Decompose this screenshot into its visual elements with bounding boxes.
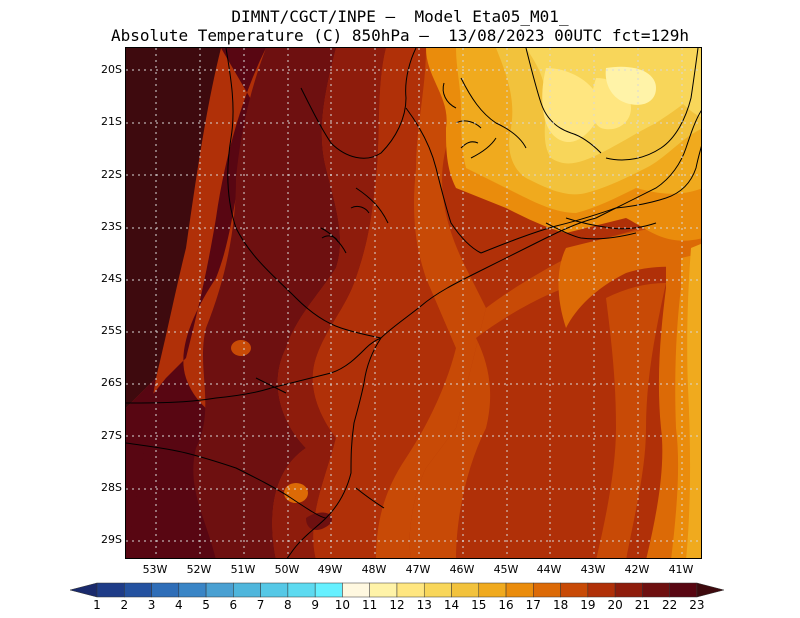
lat-label: 23S bbox=[101, 220, 122, 233]
colorbar-label: 18 bbox=[552, 598, 569, 612]
colorbar bbox=[70, 582, 725, 598]
colorbar-swatch bbox=[314, 582, 343, 598]
colorbar-swatch bbox=[342, 582, 370, 598]
colorbar-swatch bbox=[451, 582, 480, 598]
map-title-line1: DIMNT/CGCT/INPE – Model Eta05_M01_ bbox=[231, 7, 569, 26]
lon-label: 50W bbox=[274, 563, 300, 576]
lon-label: 46W bbox=[449, 563, 475, 576]
lon-label: 47W bbox=[405, 563, 431, 576]
colorbar-label: 7 bbox=[256, 598, 265, 612]
temperature-map bbox=[125, 47, 702, 559]
lat-label: 28S bbox=[101, 481, 122, 494]
colorbar-label: 16 bbox=[498, 598, 514, 612]
colorbar-swatch bbox=[505, 582, 534, 598]
lon-label: 52W bbox=[186, 563, 212, 576]
colorbar-swatch bbox=[151, 582, 180, 598]
colorbar-label: 12 bbox=[389, 598, 405, 612]
lat-label: 20S bbox=[101, 63, 122, 76]
lat-label: 27S bbox=[101, 429, 122, 442]
colorbar-label: 15 bbox=[471, 598, 487, 612]
colorbar-label: 17 bbox=[525, 598, 541, 612]
colorbar-label: 22 bbox=[662, 598, 678, 612]
colorbar-swatch bbox=[96, 582, 125, 598]
lon-label: 41W bbox=[668, 563, 694, 576]
colorbar-swatch bbox=[260, 582, 289, 598]
lon-label: 42W bbox=[624, 563, 650, 576]
lon-label: 48W bbox=[361, 563, 387, 576]
colorbar-label: 23 bbox=[689, 598, 705, 612]
lat-label: 21S bbox=[101, 115, 122, 128]
colorbar-label: 3 bbox=[147, 598, 156, 612]
colorbar-label: 20 bbox=[607, 598, 623, 612]
lon-label: 51W bbox=[230, 563, 256, 576]
colorbar-label: 6 bbox=[229, 598, 238, 612]
temperature-field bbox=[126, 48, 701, 558]
colorbar-swatch bbox=[560, 582, 589, 598]
lat-label: 22S bbox=[101, 168, 122, 181]
colorbar-swatch bbox=[642, 582, 670, 598]
colorbar-label: 1 bbox=[93, 598, 101, 612]
colorbar-swatch bbox=[178, 582, 207, 598]
colorbar-swatch bbox=[533, 582, 561, 598]
colorbar-label: 9 bbox=[311, 598, 319, 612]
colorbar-swatch bbox=[423, 582, 452, 598]
map-title-line2: Absolute Temperature (C) 850hPa – 13/08/… bbox=[111, 26, 689, 45]
colorbar-label: 10 bbox=[334, 598, 351, 612]
colorbar-swatch bbox=[587, 582, 616, 598]
lat-label: 25S bbox=[101, 324, 122, 337]
lon-label: 43W bbox=[580, 563, 606, 576]
colorbar-label: 21 bbox=[634, 598, 651, 612]
lon-label: 44W bbox=[536, 563, 562, 576]
colorbar-label: 11 bbox=[362, 598, 378, 612]
colorbar-label: 19 bbox=[580, 598, 596, 612]
lat-label: 24S bbox=[101, 272, 122, 285]
colorbar-label: 4 bbox=[174, 598, 183, 612]
colorbar-label: 13 bbox=[416, 598, 432, 612]
lat-label: 26S bbox=[101, 376, 122, 389]
colorbar-arrow-left bbox=[70, 582, 98, 598]
colorbar-arrow-right bbox=[696, 582, 725, 598]
colorbar-label: 8 bbox=[284, 598, 292, 612]
colorbar-label: 2 bbox=[120, 598, 129, 612]
colorbar-swatch bbox=[124, 582, 152, 598]
colorbar-swatch bbox=[205, 582, 234, 598]
lat-label: 29S bbox=[101, 533, 122, 546]
lon-label: 45W bbox=[493, 563, 519, 576]
colorbar-swatch bbox=[478, 582, 507, 598]
colorbar-label: 5 bbox=[202, 598, 210, 612]
colorbar-swatch bbox=[614, 582, 643, 598]
colorbar-swatch bbox=[233, 582, 261, 598]
colorbar-swatch bbox=[396, 582, 425, 598]
colorbar-swatch bbox=[287, 582, 316, 598]
colorbar-swatch bbox=[369, 582, 398, 598]
colorbar-swatch bbox=[669, 582, 698, 598]
lon-label: 53W bbox=[142, 563, 168, 576]
colorbar-label: 14 bbox=[443, 598, 460, 612]
lon-label: 49W bbox=[317, 563, 343, 576]
